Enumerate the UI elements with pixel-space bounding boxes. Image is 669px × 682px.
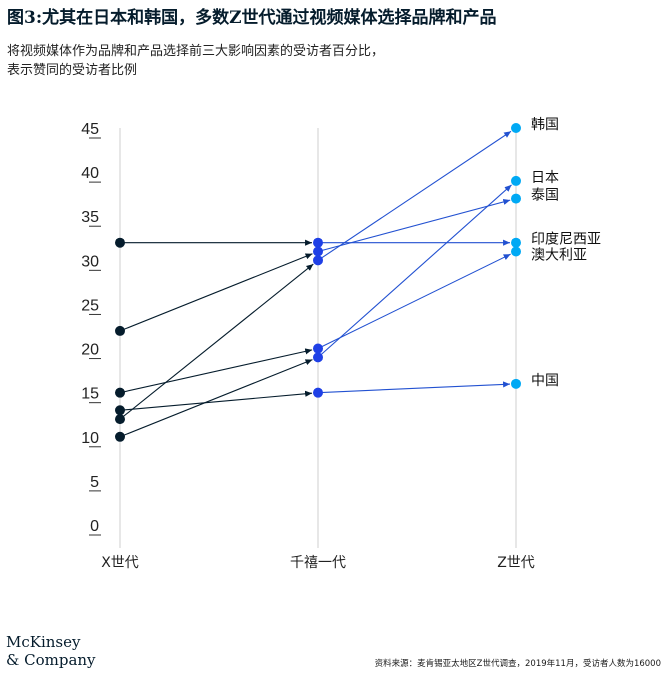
logo-line-2: & Company <box>6 651 96 669</box>
point-2-0 <box>115 325 125 336</box>
subtitle-line-1: 将视频媒体作为品牌和产品选择前三大影响因素的受访者百分比， <box>7 44 385 59</box>
series-line-2-segment-0 <box>119 253 313 332</box>
y-tick-label-6: 30 <box>81 253 99 270</box>
series-label-1: 日本 <box>531 170 559 186</box>
y-tick-label-5: 25 <box>81 297 99 314</box>
series-line-2-segment-1 <box>317 198 511 253</box>
y-tick-label-4: 20 <box>81 342 99 359</box>
y-axis: 0 5 10 15 20 25 30 35 40 45 <box>81 121 101 536</box>
series-label-4: 澳大利亚 <box>531 248 587 264</box>
point-1-2 <box>511 175 521 186</box>
chart-subtitle: 将视频媒体作为品牌和产品选择前三大影响因素的受访者百分比， 表示赞同的受访者比例 <box>7 42 647 80</box>
point-3-2 <box>511 237 521 248</box>
y-tick-label-1: 5 <box>90 474 99 491</box>
series-line-5-segment-0 <box>119 390 313 411</box>
logo-line-1: McKinsey <box>6 633 81 651</box>
y-tick-label-7: 35 <box>81 209 99 226</box>
series-line-5-segment-1 <box>317 381 511 394</box>
point-4-2 <box>511 246 521 257</box>
x-axis: X世代 千禧一代 Z世代 <box>101 555 535 571</box>
x-tick-label-2: Z世代 <box>497 555 535 571</box>
series-line-1-segment-0 <box>119 359 313 438</box>
x-tick-label-0: X世代 <box>101 555 139 571</box>
point-0-2 <box>511 123 521 133</box>
y-tick-label-2: 10 <box>81 430 99 447</box>
chart-title: 图3:尤其在日本和韩国，多数Z世代通过视频媒体选择品牌和产品 <box>7 8 497 28</box>
series-lines <box>119 130 512 438</box>
series-label-0: 韩国 <box>531 117 559 133</box>
source-note: 资料来源：麦肯锡亚太地区Z世代调查，2019年11月，受访者人数为16000 <box>374 659 661 669</box>
point-5-0 <box>115 405 125 416</box>
y-tick-label-9: 45 <box>81 121 99 138</box>
y-tick-label-8: 40 <box>81 165 99 182</box>
subtitle-line-2: 表示赞同的受访者比例 <box>7 63 138 78</box>
point-2-1 <box>313 246 323 257</box>
point-2-2 <box>511 193 521 204</box>
point-0-1 <box>313 255 323 266</box>
series-line-0-segment-0 <box>119 263 314 420</box>
series-label-5: 中国 <box>531 373 559 389</box>
point-3-0 <box>115 237 125 248</box>
y-tick-label-3: 15 <box>81 386 99 403</box>
series-points <box>115 123 521 442</box>
point-4-0 <box>115 387 125 398</box>
point-0-0 <box>115 414 125 425</box>
series-line-4-segment-0 <box>119 348 313 394</box>
point-5-1 <box>313 387 323 398</box>
point-4-1 <box>313 343 323 354</box>
point-5-2 <box>511 378 521 389</box>
series-line-0-segment-1 <box>317 130 512 261</box>
series-label-2: 泰国 <box>531 188 559 204</box>
point-3-1 <box>313 237 323 248</box>
series-label-3: 印度尼西亚 <box>531 232 601 248</box>
series-line-4-segment-1 <box>317 253 511 350</box>
point-1-1 <box>313 352 323 363</box>
x-tick-label-1: 千禧一代 <box>290 555 346 571</box>
grid-layer <box>119 128 517 548</box>
mckinsey-logo: McKinsey & Company <box>6 633 96 669</box>
point-1-0 <box>115 431 125 442</box>
series-line-1-segment-1 <box>317 184 512 358</box>
y-tick-label-0: 0 <box>90 518 99 535</box>
